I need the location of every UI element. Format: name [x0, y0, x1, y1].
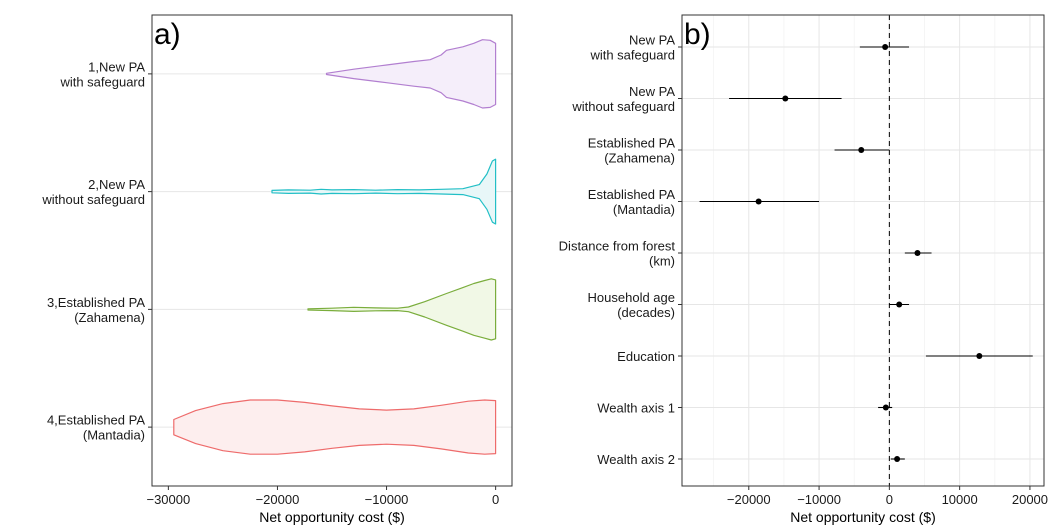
violin-x-axis-title: Net opportunity cost ($) — [259, 509, 405, 525]
forest-row-label: New PA — [629, 84, 675, 99]
forest-estimates — [699, 44, 1033, 462]
forest-row-label: Established PA — [588, 136, 676, 151]
forest-x-tick-label: −20000 — [727, 492, 771, 507]
panel-b-label: b) — [684, 18, 711, 51]
forest-x-tick-label: 10000 — [942, 492, 978, 507]
forest-row-label: Established PA — [588, 187, 676, 202]
point-estimate — [894, 456, 901, 462]
forest-x-axis-title: Net opportunity cost ($) — [790, 509, 936, 525]
point-estimate — [976, 353, 983, 359]
violin-x-tick-label: −20000 — [256, 492, 300, 507]
forest-x-tick-label: 0 — [886, 492, 893, 507]
forest-x-tick-label: −10000 — [797, 492, 841, 507]
point-estimate — [896, 301, 903, 308]
forest-row-label: Household age — [588, 290, 675, 305]
violin-x-tick-label: 0 — [492, 492, 499, 507]
forest-row-label: (Mantadia) — [613, 202, 675, 217]
forest-panel-border — [681, 14, 1045, 487]
forest-row-label: (decades) — [617, 305, 675, 320]
violin-category-label: 3,Established PA — [47, 295, 145, 310]
violin-shape — [271, 158, 497, 225]
violin-grid — [152, 73, 512, 428]
point-estimate — [882, 44, 889, 50]
forest-grid — [682, 15, 1044, 486]
panel-a-label: a) — [154, 18, 181, 51]
forest-row-label: without safeguard — [571, 99, 675, 114]
forest-row-label: Education — [617, 349, 675, 364]
violin-x-tick-label: −30000 — [146, 492, 190, 507]
violin-category-label: (Mantadia) — [83, 428, 145, 443]
violin-shape — [325, 39, 497, 109]
forest-row-label: Wealth axis 1 — [597, 401, 675, 416]
point-estimate — [858, 147, 865, 153]
violin-category-label: without safeguard — [41, 192, 145, 207]
forest-row-label: Distance from forest — [559, 239, 676, 254]
violin-series — [173, 39, 497, 455]
point-estimate — [882, 404, 889, 411]
forest-row-label: with safeguard — [589, 48, 675, 63]
violin-category-label: 2,New PA — [88, 177, 145, 192]
violin-shape — [173, 399, 497, 455]
forest-row-label: Wealth axis 2 — [597, 452, 675, 467]
forest-row-label: New PA — [629, 33, 675, 48]
violin-category-label: (Zahamena) — [74, 310, 145, 325]
forest-row-label: (Zahamena) — [604, 151, 675, 166]
forest-x-ticks: −20000 −10000 0 10000 20000 — [727, 486, 1048, 507]
point-estimate — [755, 198, 762, 205]
point-estimate — [782, 95, 789, 102]
violin-x-ticks: −30000 −20000 −10000 0 — [146, 486, 499, 507]
violin-x-tick-label: −10000 — [365, 492, 409, 507]
violin-category-label: 1,New PA — [88, 59, 145, 74]
violin-shape — [307, 278, 497, 341]
violin-panel-border — [151, 14, 513, 487]
point-estimate — [914, 250, 921, 256]
forest-row-label: (km) — [649, 254, 675, 269]
violin-category-label: 4,Established PA — [47, 413, 145, 428]
forest-x-tick-label: 20000 — [1012, 492, 1048, 507]
violin-category-label: with safeguard — [59, 74, 145, 89]
